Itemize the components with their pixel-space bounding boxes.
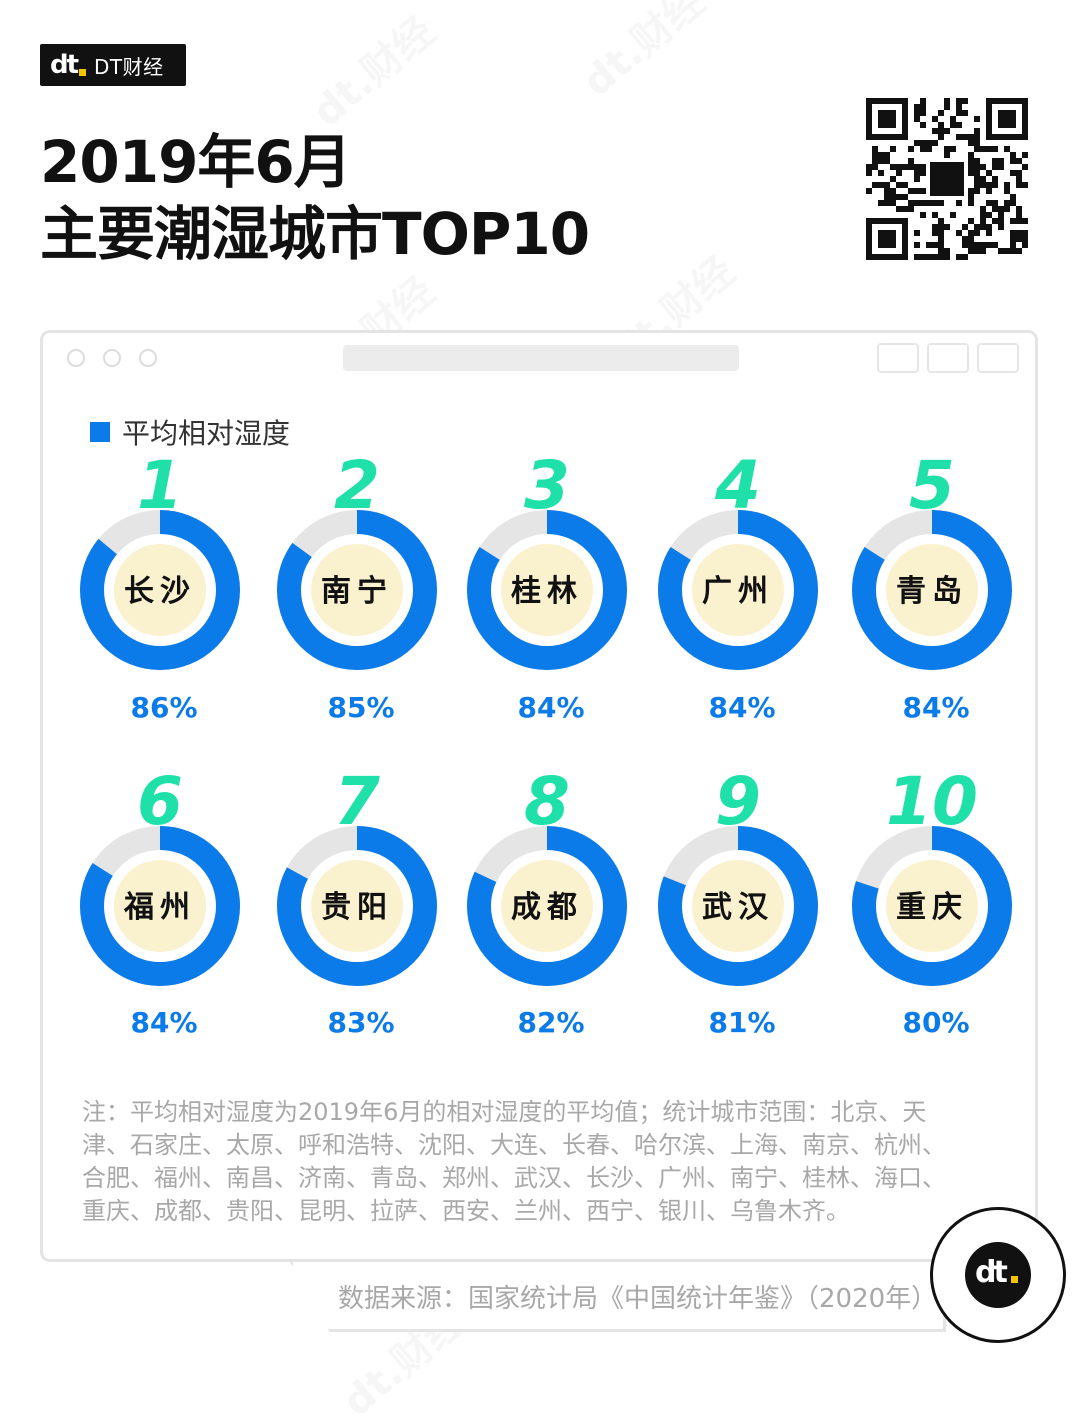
brand-badge: dt DT财经 xyxy=(40,44,186,86)
rank-label: 3 xyxy=(524,447,570,524)
page-title: 2019年6月 主要潮湿城市TOP10 xyxy=(40,126,590,270)
address-bar[interactable] xyxy=(343,345,739,371)
title-line-1: 2019年6月 xyxy=(40,128,352,196)
donut-center xyxy=(692,860,784,952)
rank-label: 9 xyxy=(715,763,761,840)
city-label: 广州 xyxy=(702,574,774,609)
dt-logo-icon: dt xyxy=(965,1242,1031,1308)
donut-center xyxy=(114,860,206,952)
value-label: 86% xyxy=(130,691,197,724)
chart-legend: 平均相对湿度 xyxy=(90,412,290,452)
donut-chart-grid: 长沙 1 86% 南宁 2 85% 桂林 3 84% 广州 4 84% 青岛 5 84% 福州 6 84% 贵阳 7 8… xyxy=(80,447,1012,1039)
rank-label: 6 xyxy=(137,763,183,840)
qr-code-icon[interactable] xyxy=(866,98,1028,260)
donut-value-arc xyxy=(80,510,240,670)
rank-label: 2 xyxy=(334,447,380,524)
copy-icon[interactable] xyxy=(977,343,1019,373)
rank-label: 1 xyxy=(137,447,183,524)
donut-value-arc xyxy=(658,826,818,986)
rank-label: 5 xyxy=(909,447,955,524)
donut-center xyxy=(311,544,403,636)
rank-label: 7 xyxy=(334,763,380,840)
value-label: 85% xyxy=(327,691,394,724)
city-label: 长沙 xyxy=(124,574,196,609)
value-label: 81% xyxy=(708,1006,775,1039)
city-label: 贵阳 xyxy=(321,890,393,925)
donut-value-arc xyxy=(467,510,627,670)
close-icon[interactable] xyxy=(67,349,85,367)
browser-window-frame xyxy=(40,330,1038,1262)
rank-label: 8 xyxy=(524,763,570,840)
brand-name: DT财经 xyxy=(94,54,164,79)
title-line-2: 主要潮湿城市TOP10 xyxy=(40,200,590,268)
city-label: 福州 xyxy=(123,890,196,925)
block-icon[interactable] xyxy=(139,349,157,367)
value-label: 84% xyxy=(517,691,584,724)
source-tab xyxy=(290,1262,946,1332)
share-icon[interactable] xyxy=(927,343,969,373)
city-label: 桂林 xyxy=(511,574,583,609)
donut-value-arc xyxy=(80,826,240,986)
data-source: 数据来源：国家统计局《中国统计年鉴》（2020年） xyxy=(338,1284,938,1314)
city-label: 青岛 xyxy=(896,574,968,609)
donut-value-arc xyxy=(658,510,818,670)
rank-label: 4 xyxy=(714,447,761,524)
dt-logo-badge: dt xyxy=(930,1207,1066,1343)
value-label: 83% xyxy=(327,1006,394,1039)
legend-swatch xyxy=(90,422,110,442)
footnote: 注：平均相对湿度为2019年6月的相对湿度的平均值；统计城市范围：北京、天津、石… xyxy=(82,1098,946,1225)
donut-center xyxy=(114,544,206,636)
donut-center xyxy=(501,860,593,952)
city-label: 南宁 xyxy=(321,574,393,609)
donut-center xyxy=(692,544,784,636)
donut-value-arc xyxy=(852,510,1012,670)
donut-value-arc xyxy=(277,510,437,670)
value-label: 84% xyxy=(708,691,775,724)
value-label: 82% xyxy=(517,1006,584,1039)
legend-label: 平均相对湿度 xyxy=(122,417,291,450)
rank-label: 10 xyxy=(886,763,978,840)
dt-logo-icon: dt xyxy=(50,51,86,79)
donut-value-arc xyxy=(852,826,1012,986)
donut-center xyxy=(886,860,978,952)
record-icon[interactable] xyxy=(877,343,919,373)
city-label: 成都 xyxy=(511,890,583,925)
donut-center xyxy=(886,544,978,636)
city-label: 武汉 xyxy=(702,890,774,925)
city-label: 重庆 xyxy=(896,890,968,925)
minimize-icon[interactable] xyxy=(103,349,121,367)
donut-center xyxy=(501,544,593,636)
value-label: 84% xyxy=(902,691,969,724)
donut-value-arc xyxy=(277,826,437,986)
value-label: 84% xyxy=(130,1006,197,1039)
donut-center xyxy=(311,860,403,952)
donut-value-arc xyxy=(467,826,627,986)
value-label: 80% xyxy=(902,1006,969,1039)
